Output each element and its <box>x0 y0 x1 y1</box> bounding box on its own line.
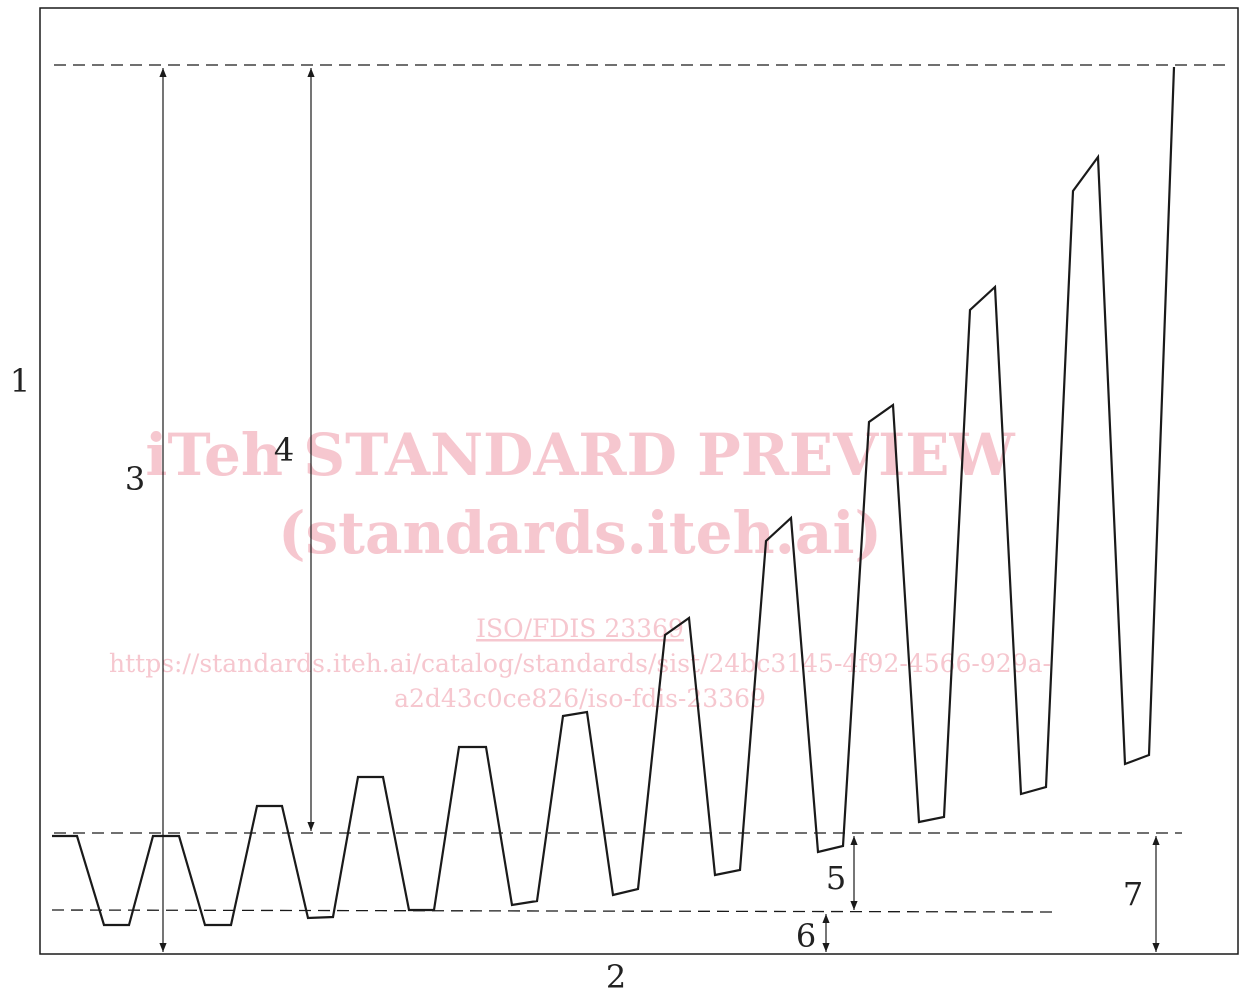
label-1: 1 <box>10 362 30 400</box>
label-5: 5 <box>826 859 846 897</box>
watermark-standard-id: ISO/FDIS 23369 <box>476 614 684 643</box>
plot-frame <box>39 7 1239 955</box>
label-2: 2 <box>606 958 626 991</box>
label-6: 6 <box>796 917 816 955</box>
watermark-title: iTeh STANDARD PREVIEW <box>145 421 1015 489</box>
label-7: 7 <box>1123 875 1143 913</box>
watermark-url: https://standards.iteh.ai/catalog/standa… <box>109 649 1051 678</box>
cyclic-signal-curve <box>52 66 1176 927</box>
watermark: iTeh STANDARD PREVIEW (standards.iteh.ai… <box>109 421 1051 713</box>
watermark-url-tail: a2d43c0ce826/iso-fdis-23369 <box>394 684 766 713</box>
lower-baseline-dashed-line <box>51 909 1053 913</box>
watermark-subtitle: (standards.iteh.ai) <box>278 499 882 567</box>
label-4: 4 <box>274 431 294 469</box>
label-3: 3 <box>125 460 145 498</box>
